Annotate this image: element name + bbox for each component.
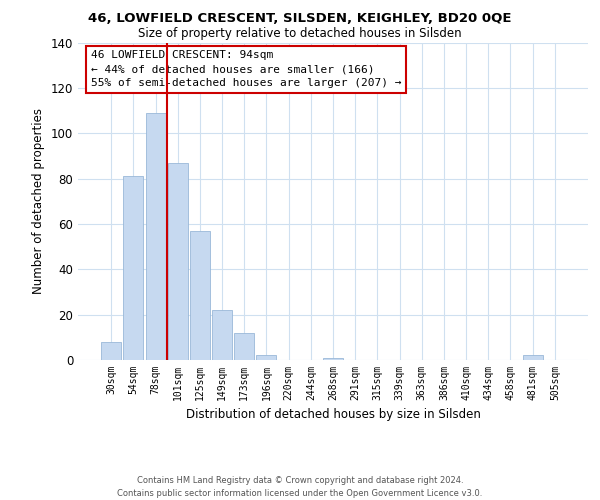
Bar: [146, 113, 166, 360]
Bar: [523, 356, 542, 360]
X-axis label: Distribution of detached houses by size in Silsden: Distribution of detached houses by size …: [185, 408, 481, 422]
Text: 46 LOWFIELD CRESCENT: 94sqm
← 44% of detached houses are smaller (166)
55% of se: 46 LOWFIELD CRESCENT: 94sqm ← 44% of det…: [91, 50, 401, 88]
Y-axis label: Number of detached properties: Number of detached properties: [32, 108, 45, 294]
Bar: [101, 342, 121, 360]
Text: Contains HM Land Registry data © Crown copyright and database right 2024.
Contai: Contains HM Land Registry data © Crown c…: [118, 476, 482, 498]
Bar: [124, 176, 143, 360]
Text: Size of property relative to detached houses in Silsden: Size of property relative to detached ho…: [138, 28, 462, 40]
Text: 46, LOWFIELD CRESCENT, SILSDEN, KEIGHLEY, BD20 0QE: 46, LOWFIELD CRESCENT, SILSDEN, KEIGHLEY…: [88, 12, 512, 26]
Bar: [212, 310, 232, 360]
Bar: [256, 356, 277, 360]
Bar: [234, 333, 254, 360]
Bar: [168, 162, 188, 360]
Bar: [323, 358, 343, 360]
Bar: [190, 230, 210, 360]
